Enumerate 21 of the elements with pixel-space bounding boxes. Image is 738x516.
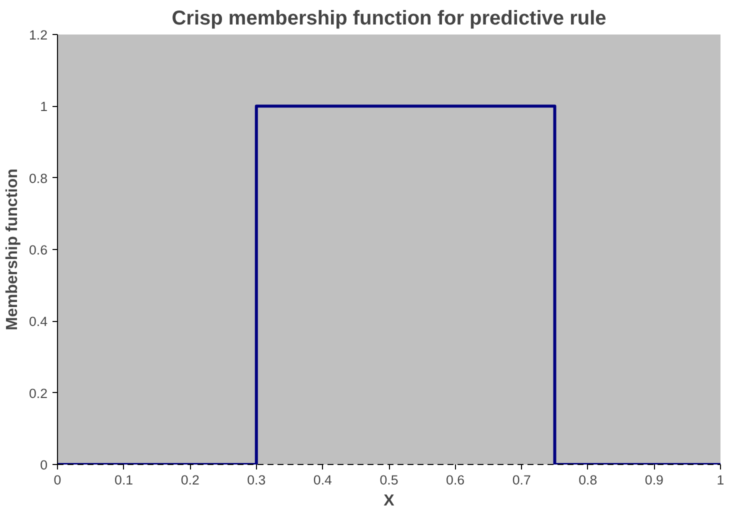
y-tick-label: 1 (40, 99, 48, 114)
y-tick-label: 0.6 (28, 242, 48, 258)
y-axis-title: Membership function (4, 168, 21, 330)
y-tick-label: 0.8 (28, 170, 48, 186)
x-tick-label: 0.2 (180, 472, 200, 488)
x-tick-label: 0.9 (644, 472, 664, 488)
y-tick-label: 1.2 (28, 28, 48, 42)
x-tick-label: 0 (54, 472, 62, 488)
y-tick-label: 0.2 (28, 386, 48, 401)
x-tick-label: 1 (716, 472, 724, 488)
x-tick-label: 0.6 (446, 472, 465, 488)
y-tick-label: 0 (40, 458, 48, 472)
x-tick-label: 0.5 (380, 472, 398, 488)
y-tick-label: 0.4 (28, 314, 48, 330)
chart-title: Crisp membership function for predictive rule (172, 8, 606, 30)
x-axis-title: X (384, 492, 395, 510)
x-tick-label: 0.8 (578, 472, 598, 488)
x-tick-label: 0.3 (247, 472, 266, 488)
x-tick-label: 0.1 (114, 472, 134, 488)
x-tick-label: 0.4 (313, 472, 333, 488)
x-tick-label: 0.7 (512, 472, 531, 488)
